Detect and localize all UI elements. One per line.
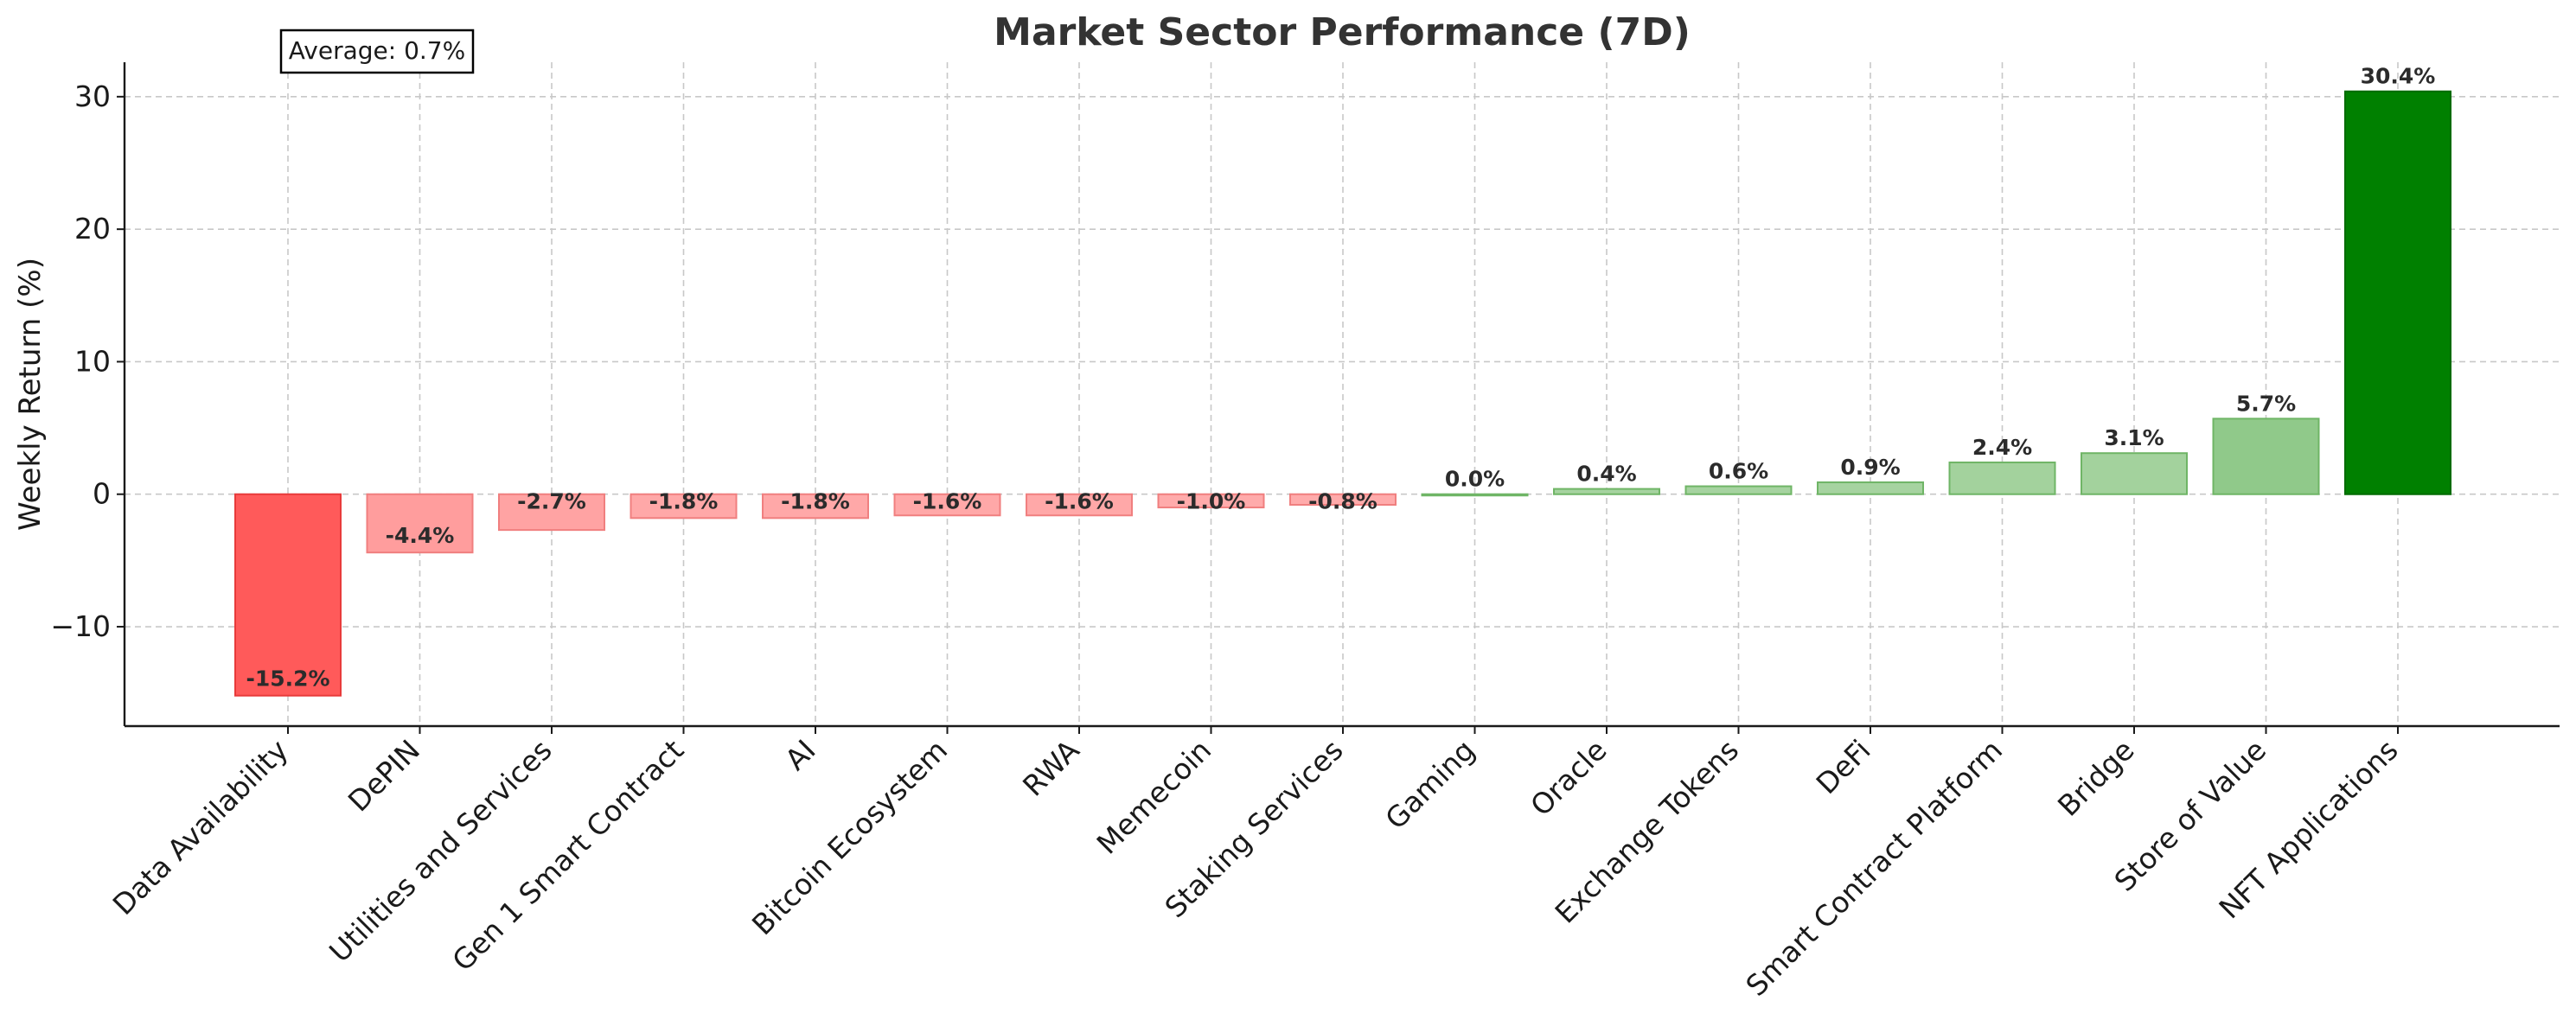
bar <box>1026 493 1133 517</box>
x-tick-label: Oracle <box>1524 733 1614 823</box>
bar <box>1553 488 1660 495</box>
x-tick-label: Gen 1 Smart Contract <box>445 733 690 978</box>
bar-data-label: -1.0% <box>1177 489 1246 514</box>
x-tick-label: DePIN <box>342 733 426 818</box>
x-tick-label: AI <box>778 733 821 776</box>
bar <box>498 493 605 532</box>
x-tick-label: Utilities and Services <box>323 733 559 969</box>
y-axis-title: Weekly Return (%) <box>13 258 48 531</box>
bar <box>1817 481 1924 495</box>
bar-data-label: 0.6% <box>1709 459 1768 484</box>
bar <box>2344 90 2451 495</box>
bar-data-label: 30.4% <box>2361 64 2436 89</box>
bar <box>893 493 1001 517</box>
y-tick-label: 10 <box>74 344 111 378</box>
bar-data-label: 0.4% <box>1576 462 1636 487</box>
y-tick-label: −10 <box>50 609 111 643</box>
bar <box>762 493 869 520</box>
bar <box>2212 418 2320 495</box>
bar-data-label: -1.8% <box>649 489 719 514</box>
average-annotation-box <box>279 29 475 74</box>
y-tick-label: 20 <box>74 212 111 245</box>
bar <box>1289 493 1397 506</box>
bar <box>630 493 738 520</box>
x-tick-label: Bitcoin Ecosystem <box>745 733 954 941</box>
bar-data-label: -1.8% <box>781 489 850 514</box>
x-tick-label: RWA <box>1016 733 1086 803</box>
x-tick-label: Gaming <box>1378 733 1481 836</box>
bar <box>1421 493 1529 497</box>
bar <box>1948 461 2056 495</box>
y-tick-label: 30 <box>74 80 111 113</box>
x-tick-label: DeFi <box>1810 733 1877 800</box>
bar-data-label: 2.4% <box>1972 435 2032 460</box>
bar-data-label: -1.6% <box>1045 489 1114 514</box>
labels-layer: -15.2% -4.4% -2.7% -1.8% -1.8% -1.6% -1.6% -1.0… <box>246 64 2435 692</box>
average-annotation-text: Average: 0.7% <box>289 36 465 65</box>
grid-layer <box>125 62 2560 726</box>
bar-data-label: 5.7% <box>2236 391 2296 416</box>
bar-data-label: 0.9% <box>1840 455 1900 480</box>
bar-data-label: 3.1% <box>2104 425 2164 450</box>
bars-layer <box>234 90 2451 697</box>
bar-data-label: -1.6% <box>913 489 982 514</box>
bar-data-label: -15.2% <box>246 666 329 692</box>
x-tick-label: Bridge <box>2051 733 2141 823</box>
bar <box>234 493 342 697</box>
x-tick-label: Memecoin <box>1090 733 1218 861</box>
bar <box>1684 485 1793 495</box>
chart-title: Market Sector Performance (7D) <box>994 10 1691 54</box>
bar <box>366 493 474 554</box>
bar-data-label: 0.0% <box>1445 467 1505 492</box>
x-tick-label: Data Availability <box>106 733 295 921</box>
y-tick-label: 0 <box>93 477 111 511</box>
bar-data-label: -4.4% <box>386 523 455 548</box>
bar <box>1157 493 1265 509</box>
bar-data-label: -0.8% <box>1308 489 1377 514</box>
bar-data-label: -2.7% <box>517 489 586 514</box>
average-annotation: Average: 0.7% <box>279 29 475 74</box>
x-tick-label: Smart Contract Platform <box>1739 733 2009 1003</box>
bar <box>2081 452 2188 495</box>
